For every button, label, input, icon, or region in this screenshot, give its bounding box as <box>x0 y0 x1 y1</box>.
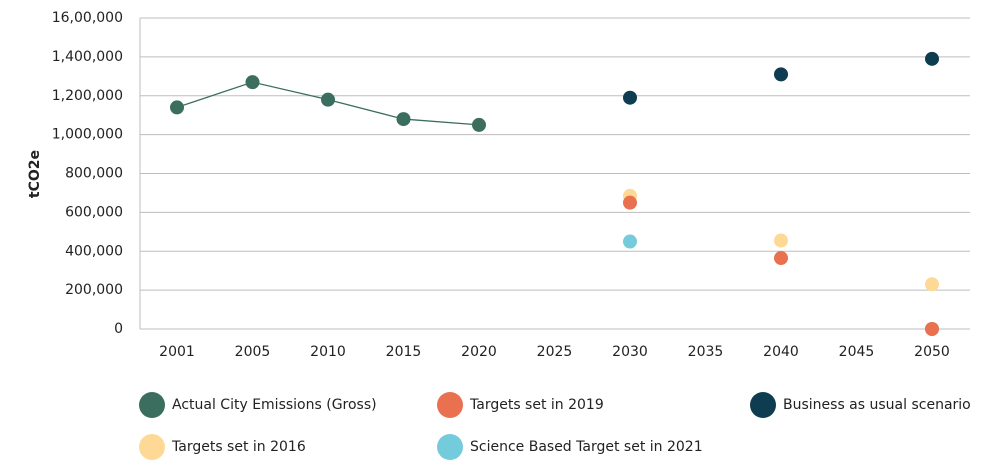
legend-marker <box>139 434 165 460</box>
y-axis-label: tCO2e <box>27 150 43 198</box>
y-tick-label: 400,000 <box>65 243 123 259</box>
legend-marker <box>139 392 165 418</box>
legend-marker <box>437 434 463 460</box>
y-tick-label: 200,000 <box>65 282 123 298</box>
data-point <box>623 195 637 210</box>
legend-marker <box>437 392 463 418</box>
x-tick-label: 2040 <box>763 344 799 360</box>
data-point <box>623 90 637 105</box>
data-point <box>774 67 788 82</box>
x-tick-label: 2020 <box>461 344 497 360</box>
y-tick-label: 1,400,000 <box>52 49 123 65</box>
y-tick-label: 600,000 <box>65 204 123 220</box>
data-point <box>623 234 637 249</box>
x-tick-label: 2030 <box>612 344 648 360</box>
data-point <box>170 100 184 115</box>
x-tick-label: 2001 <box>159 344 195 360</box>
x-tick-label: 2045 <box>839 344 875 360</box>
y-tick-label: 16,00,000 <box>52 10 123 26</box>
x-tick-label: 2005 <box>235 344 271 360</box>
data-point <box>925 277 939 292</box>
legend-marker <box>750 392 776 418</box>
x-tick-label: 2010 <box>310 344 346 360</box>
data-point <box>245 75 260 90</box>
data-point <box>925 51 939 66</box>
x-tick-label: 2035 <box>688 344 724 360</box>
data-point <box>774 251 788 266</box>
y-tick-label: 1,200,000 <box>52 88 123 104</box>
data-point <box>925 322 939 336</box>
data-point <box>774 233 788 248</box>
legend-label: Targets set in 2016 <box>171 439 306 455</box>
y-tick-label: 0 <box>114 321 123 337</box>
y-tick-label: 1,000,000 <box>52 127 123 143</box>
legend-label: Science Based Target set in 2021 <box>470 439 703 455</box>
legend-label: Business as usual scenario <box>783 397 971 413</box>
legend-label: Targets set in 2019 <box>469 397 604 413</box>
x-tick-label: 2050 <box>914 344 950 360</box>
y-tick-label: 800,000 <box>65 166 123 182</box>
legend-label: Actual City Emissions (Gross) <box>172 397 377 413</box>
data-point <box>321 92 335 107</box>
data-point <box>472 117 486 132</box>
x-tick-label: 2015 <box>386 344 422 360</box>
data-point <box>396 112 411 127</box>
x-tick-label: 2025 <box>537 344 573 360</box>
